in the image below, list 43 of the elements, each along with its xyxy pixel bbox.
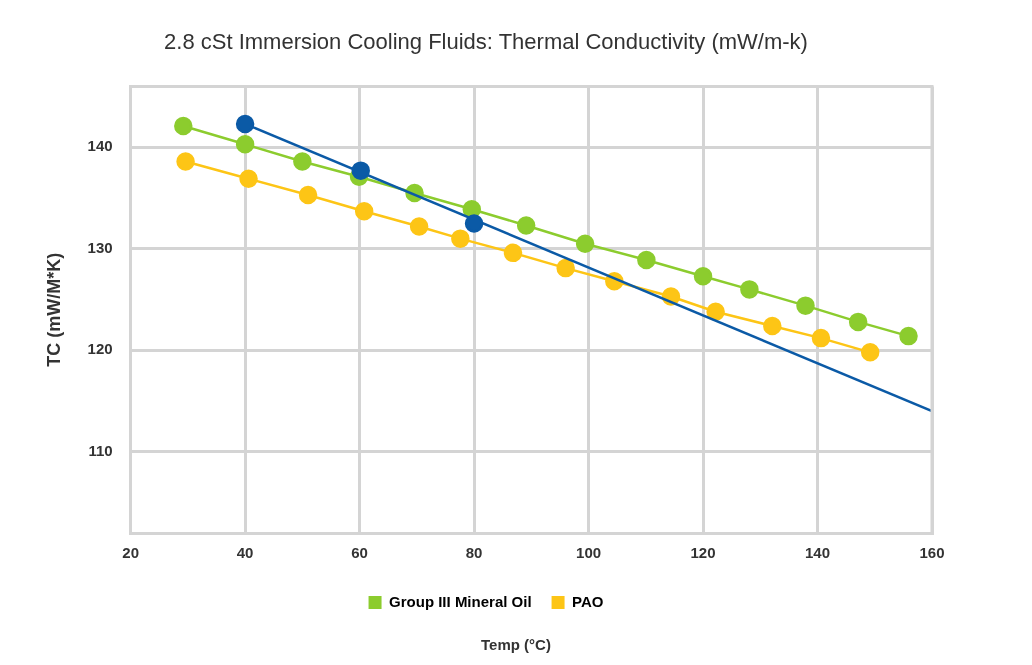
x-tick-label: 40 xyxy=(236,544,254,562)
point xyxy=(464,214,484,233)
x-axis-title: Temp (°C) xyxy=(480,636,552,653)
point xyxy=(860,343,880,362)
point xyxy=(811,328,831,348)
chart-title: 2.8 cSt Immersion Cooling Fluids: Thermal Conductivity (mW/m-k) xyxy=(164,29,808,55)
x-tick-label: 140 xyxy=(805,544,831,562)
x-tick-label: 100 xyxy=(576,544,602,562)
point xyxy=(516,216,536,235)
point xyxy=(899,326,918,346)
x-tick-label: 60 xyxy=(351,544,368,562)
x-tick-label: 120 xyxy=(690,544,716,562)
x-tick-label: 20 xyxy=(122,544,139,562)
point xyxy=(451,229,470,248)
point xyxy=(556,258,575,278)
point xyxy=(409,217,429,236)
point xyxy=(503,243,523,263)
y-tick-label: 140 xyxy=(87,137,113,155)
x-tick-label: 160 xyxy=(919,544,945,562)
point xyxy=(637,250,656,270)
y-tick-label: 120 xyxy=(87,340,113,358)
point xyxy=(176,152,195,171)
y-axis-title: TC (mW/M*K) xyxy=(43,252,64,367)
legend-label: PAO xyxy=(572,592,604,610)
point xyxy=(740,280,759,299)
y-tick-label: 130 xyxy=(87,238,113,256)
point xyxy=(298,185,318,205)
point xyxy=(174,116,193,136)
point xyxy=(763,316,782,336)
point xyxy=(354,202,374,221)
point xyxy=(235,135,255,154)
point xyxy=(706,302,725,321)
point xyxy=(796,296,815,315)
point xyxy=(693,266,713,286)
point xyxy=(848,312,868,332)
point xyxy=(235,114,255,134)
legend-label: Group III Mineral Oil xyxy=(389,592,532,610)
point xyxy=(239,169,258,189)
y-tick-label: 110 xyxy=(88,441,113,459)
point xyxy=(351,161,370,180)
point xyxy=(293,152,312,171)
point xyxy=(575,234,595,253)
x-tick-label: 80 xyxy=(465,544,483,562)
